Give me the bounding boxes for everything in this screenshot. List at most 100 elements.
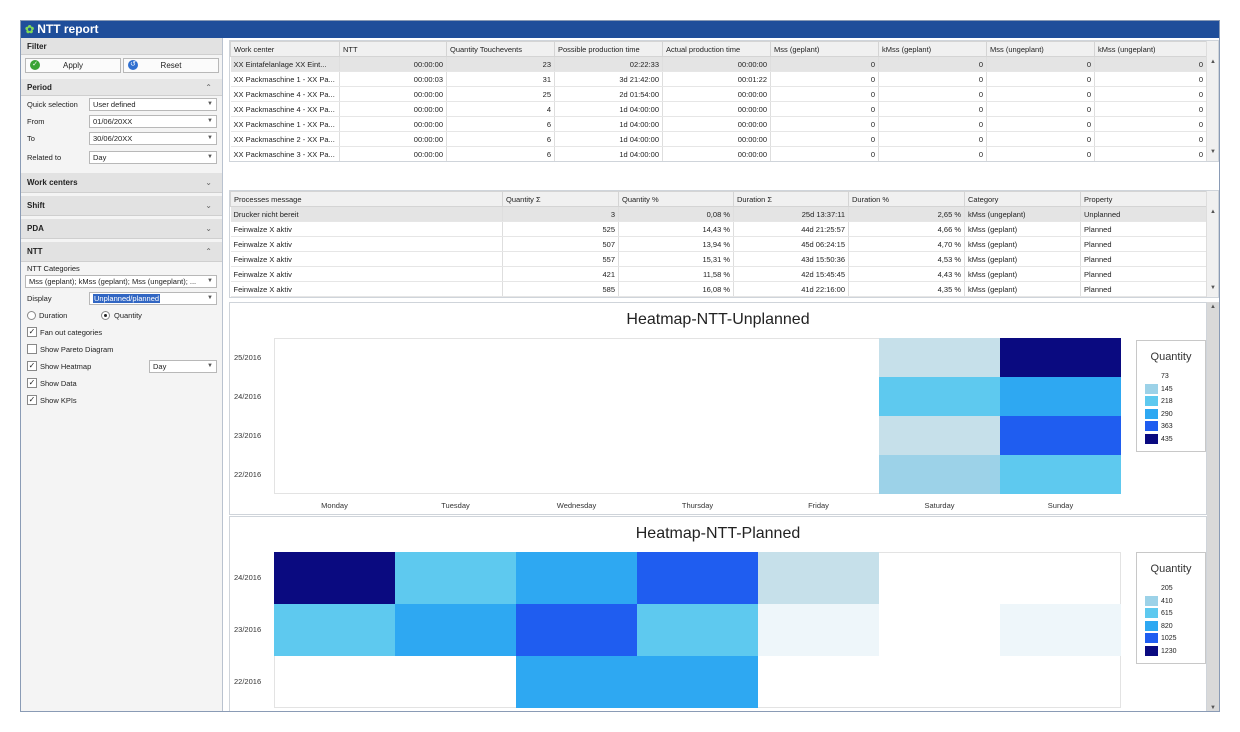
mid-table-column-header[interactable]: Quantity % [618,191,734,207]
quick-selection-value: User defined [93,100,136,109]
show-data-row: ✓ Show Data [21,375,222,392]
from-date-field[interactable]: 01/06/20XX ▼ [89,115,217,128]
scroll-down-icon[interactable]: ▼ [1210,149,1216,155]
top-table-column-header[interactable]: kMss (ungeplant) [1094,41,1207,57]
top-table-row[interactable]: XX Packmaschine 1 - XX Pa... 00:00:00 6 1d … [230,116,1207,132]
top-table-row[interactable]: XX Packmaschine 1 - XX Pa... 00:00:03 31 3d… [230,71,1207,87]
ntt-section-header[interactable]: NTT ⌃ [21,242,222,262]
mid-table-row[interactable]: Feinwalze X aktiv 421 11,58 % 42d 15:45:45 4… [230,266,1207,282]
mid-table-cell: Planned [1080,236,1207,252]
heatmap-legend: Quantity 205 410 615 820 1025 1230 [1136,552,1206,664]
mid-table-cell: kMss (geplant) [964,221,1081,237]
mid-table-cell: 421 [502,266,619,282]
period-section-header[interactable]: Period ⌃ [21,79,222,96]
shift-section-header[interactable]: Shift ⌄ [21,196,222,216]
heatmap-cell [516,552,637,604]
work-centers-section-header[interactable]: Work centers ⌄ [21,173,222,193]
to-date-field[interactable]: 30/06/20XX ▼ [89,132,217,145]
work-center-scrollbar[interactable]: ▲ ▼ [1206,41,1218,161]
legend-swatch [1145,595,1158,606]
mid-table-row[interactable]: Feinwalze X aktiv 507 13,94 % 45d 06:24:15 4… [230,236,1207,252]
heatmap-legend-entry: 820 [1145,620,1173,631]
show-kpis-checkbox[interactable]: ✓ [27,395,37,405]
shift-heading: Shift [27,201,45,210]
mid-table-column-header[interactable]: Processes message [230,191,503,207]
top-table-row[interactable]: XX Packmaschine 2 - XX Pa... 00:00:00 6 1d … [230,131,1207,147]
duration-radio[interactable] [27,311,36,320]
heatmap-cell [637,604,758,656]
apply-button[interactable]: ✓ Apply [25,58,121,73]
top-table-cell: 1d 04:00:00 [554,116,663,132]
mid-table-column-header[interactable]: Category [964,191,1081,207]
top-table-column-header[interactable]: Mss (geplant) [770,41,879,57]
from-value: 01/06/20XX [93,117,133,126]
top-table-row[interactable]: XX Eintafelanlage XX Eint... 00:00:00 23 02… [230,56,1207,72]
mid-table-row[interactable]: Drucker nicht bereit 3 0,08 % 25d 13:37:11 2… [230,206,1207,222]
chevron-down-icon: ▼ [207,101,213,107]
show-pareto-checkbox[interactable] [27,344,37,354]
top-table-column-header[interactable]: Quantity Touchevents [446,41,555,57]
process-messages-grid: Processes message Quantity Σ Quantity % Dur… [229,190,1219,298]
quick-selection-row: Quick selection User defined ▼ [21,96,222,113]
top-table-column-header[interactable]: Work center [230,41,340,57]
filter-panel: Filter ✓ Apply ↺ Reset Period ⌃ Quick se… [21,38,223,711]
scroll-up-icon[interactable]: ▲ [1210,59,1216,65]
mid-table-cell: Drucker nicht bereit [230,206,503,222]
mid-table-row[interactable]: Feinwalze X aktiv 557 15,31 % 43d 15:50:36 4… [230,251,1207,267]
top-table-column-header[interactable]: Mss (ungeplant) [986,41,1095,57]
quantity-radio[interactable] [101,311,110,320]
top-table-row[interactable]: XX Packmaschine 4 - XX Pa... 00:00:00 25 2d… [230,86,1207,102]
ntt-report-icon: ✿ [25,24,35,36]
chevron-down-icon: ▼ [207,135,213,141]
top-table-cell: 0 [770,116,879,132]
mid-table-column-header[interactable]: Duration % [848,191,965,207]
ntt-categories-dropdown[interactable]: Mss (geplant); kMss (geplant); Mss (unge… [25,275,217,288]
show-data-checkbox[interactable]: ✓ [27,378,37,388]
show-heatmap-checkbox[interactable]: ✓ [27,361,37,371]
top-table-row[interactable]: XX Packmaschine 4 - XX Pa... 00:00:00 4 1d … [230,101,1207,117]
heatmap-unplanned-panel: Heatmap-NTT-Unplanned 25/2016 24/2016 23/2… [229,302,1207,515]
heatmap-unit-dropdown[interactable]: Day ▼ [149,360,217,373]
top-table-cell: XX Packmaschine 4 - XX Pa... [230,101,340,117]
quantity-radio-label: Quantity [114,311,142,320]
top-table-column-header[interactable]: Actual production time [662,41,771,57]
quick-selection-dropdown[interactable]: User defined ▼ [89,98,217,111]
legend-swatch [1145,433,1158,444]
charts-scrollbar[interactable]: ▲ ▼ [1207,302,1219,711]
top-table-cell: 0 [986,101,1095,117]
top-table-cell: 0 [986,116,1095,132]
heatmap-y-tick-label: 22/2016 [234,677,262,686]
ntt-heading: NTT [27,247,43,256]
pda-section-header[interactable]: PDA ⌄ [21,219,222,239]
top-table-cell: 00:00:00 [662,56,771,72]
period-heading: Period [27,83,52,92]
scroll-up-icon[interactable]: ▲ [1210,304,1216,310]
top-table-cell: 0 [770,86,879,102]
process-messages-scrollbar[interactable]: ▲ ▼ [1206,191,1218,297]
heatmap-cell [274,604,395,656]
mid-table-cell: kMss (ungeplant) [964,206,1081,222]
mid-table-column-header[interactable]: Property [1080,191,1207,207]
top-table-column-header[interactable]: Possible production time [554,41,663,57]
show-kpis-row: ✓ Show KPIs [21,392,222,409]
heatmap-cell [516,656,637,708]
reset-button[interactable]: ↺ Reset [123,58,219,73]
mid-table-column-header[interactable]: Quantity Σ [502,191,619,207]
mid-table-row[interactable]: Feinwalze X aktiv 525 14,43 % 44d 21:25:57 4… [230,221,1207,237]
mid-table-column-header[interactable]: Duration Σ [733,191,849,207]
scroll-down-icon[interactable]: ▼ [1210,285,1216,291]
top-table-column-header[interactable]: kMss (geplant) [878,41,987,57]
top-table-row[interactable]: XX Packmaschine 3 - XX Pa... 00:00:00 6 1d … [230,146,1207,161]
related-to-dropdown[interactable]: Day ▼ [89,151,217,164]
heatmap-y-tick-label: 24/2016 [234,391,262,401]
top-table-column-header[interactable]: NTT [339,41,447,57]
fan-out-checkbox[interactable]: ✓ [27,327,37,337]
mid-table-row[interactable]: Feinwalze X aktiv 585 16,08 % 41d 22:16:00 4… [230,281,1207,297]
top-table-cell: 0 [1094,131,1207,147]
heatmap-legend-entry: 73 [1145,371,1169,381]
top-table-cell: 25 [446,86,555,102]
scroll-up-icon[interactable]: ▲ [1210,209,1216,215]
display-dropdown[interactable]: Unplanned/planned ▼ [89,292,217,305]
top-table-cell: 0 [1094,116,1207,132]
scroll-down-icon[interactable]: ▼ [1210,705,1216,711]
